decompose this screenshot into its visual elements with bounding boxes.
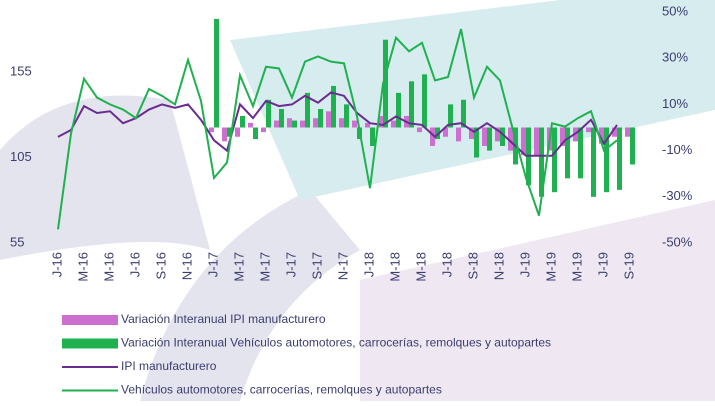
x-tick-label: J-19 — [517, 252, 532, 277]
x-tick-label: S-16 — [153, 252, 168, 279]
x-tick-label: M-19 — [569, 252, 584, 282]
bar — [344, 104, 349, 127]
bar — [318, 109, 323, 127]
bar — [482, 128, 487, 146]
y-tick-label: 105 — [10, 149, 32, 164]
chart: Variación Interanual IPI manufacturero Va… — [0, 0, 715, 401]
legend-swatch — [62, 315, 118, 325]
bar — [300, 121, 305, 128]
bar — [422, 74, 427, 127]
legend-label: Vehículos automotores, carrocerías, remo… — [121, 383, 442, 397]
y2-tick-label: 10% — [662, 96, 688, 111]
bar — [240, 116, 245, 128]
bar — [261, 128, 266, 133]
bar — [417, 128, 422, 133]
y2-tick-label: -30% — [662, 188, 693, 203]
bar — [591, 128, 596, 197]
bar — [279, 109, 284, 127]
x-tick-label: N-18 — [491, 252, 506, 280]
bar — [534, 128, 539, 156]
bar — [253, 128, 258, 140]
x-tick-label: J-19 — [595, 252, 610, 277]
bar — [617, 128, 622, 190]
legend-label: Variación Interanual Vehículos automotor… — [121, 336, 551, 350]
x-tick-label: M-16 — [75, 252, 90, 282]
bar — [274, 121, 279, 128]
legend-label: IPI manufacturero — [121, 359, 217, 373]
bar — [287, 118, 292, 127]
bar — [391, 121, 396, 128]
y-tick-label: 55 — [10, 234, 24, 249]
x-tick-label: J-18 — [361, 252, 376, 277]
x-tick-label: M-16 — [101, 252, 116, 282]
x-tick-label: M-18 — [387, 252, 402, 282]
bar — [370, 128, 375, 146]
y2-tick-label: -10% — [662, 142, 693, 157]
y2-tick-label: 30% — [662, 50, 688, 65]
bar — [396, 93, 401, 128]
legend-swatch — [62, 339, 118, 349]
bar — [235, 128, 240, 137]
x-tick-label: M-19 — [543, 252, 558, 282]
legend-label: Variación Interanual IPI manufacturero — [121, 312, 326, 326]
bar — [214, 19, 219, 128]
bar — [552, 128, 557, 193]
x-tick-label: M-18 — [413, 252, 428, 282]
x-tick-label: M-17 — [257, 252, 272, 282]
y2-tick-label: -50% — [662, 234, 693, 249]
x-tick-label: N-16 — [179, 252, 194, 280]
bar — [266, 100, 271, 128]
x-tick-label: J-16 — [49, 252, 64, 277]
bar — [352, 121, 357, 128]
bar — [313, 118, 318, 127]
bar — [456, 128, 461, 142]
bar — [565, 128, 570, 179]
y-tick-label: 155 — [10, 63, 32, 78]
x-tick-label: J-18 — [439, 252, 454, 277]
bar — [630, 128, 635, 165]
bar — [326, 111, 331, 127]
bar — [292, 121, 297, 128]
x-tick-label: J-16 — [127, 252, 142, 277]
x-tick-label: J-17 — [205, 252, 220, 277]
x-tick-label: N-17 — [335, 252, 350, 280]
bar — [487, 128, 492, 151]
bar — [625, 128, 630, 137]
bar — [586, 128, 591, 133]
x-tick-label: S-18 — [465, 252, 480, 279]
x-tick-label: M-17 — [231, 252, 246, 282]
bar — [209, 128, 214, 133]
bar — [409, 81, 414, 127]
y2-tick-label: 50% — [662, 3, 688, 18]
x-tick-label: S-17 — [309, 252, 324, 279]
bar — [339, 118, 344, 127]
x-tick-label: J-17 — [283, 252, 298, 277]
bar — [222, 128, 227, 142]
bar — [248, 123, 253, 128]
x-tick-label: S-19 — [621, 252, 636, 279]
bar — [578, 128, 583, 179]
